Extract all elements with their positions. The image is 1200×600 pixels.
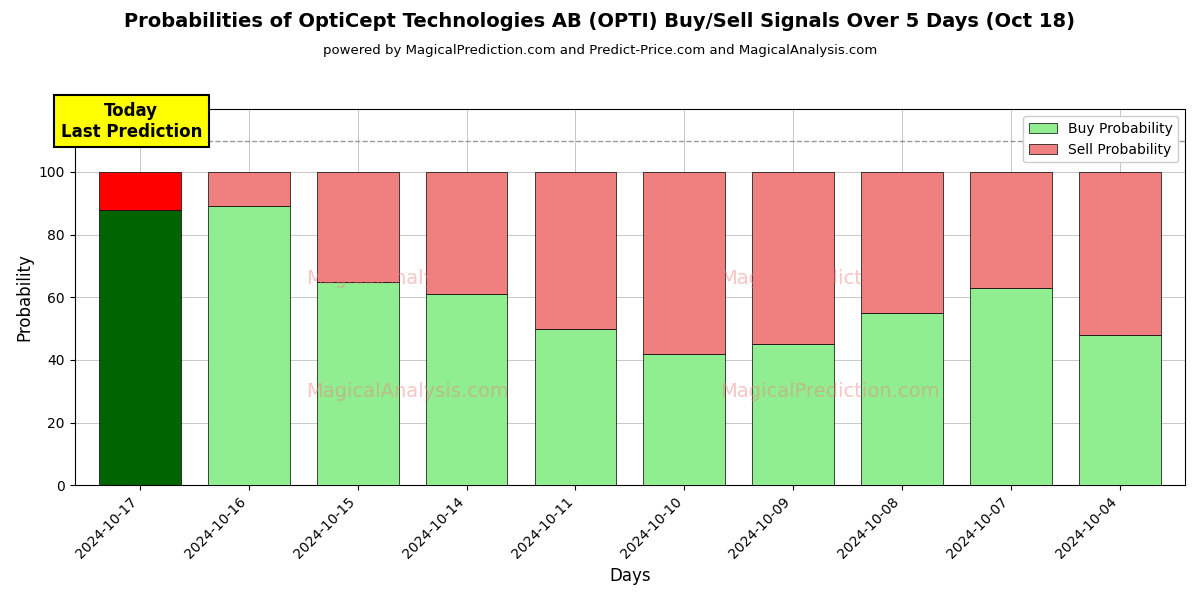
Bar <box>208 172 289 206</box>
Bar <box>752 344 834 485</box>
Bar <box>1079 335 1160 485</box>
Bar <box>426 294 508 485</box>
Text: Today
Last Prediction: Today Last Prediction <box>60 102 202 140</box>
Text: MagicalAnalysis.com: MagicalAnalysis.com <box>306 382 509 401</box>
Text: MagicalPrediction.com: MagicalPrediction.com <box>720 382 940 401</box>
Bar <box>643 353 725 485</box>
Text: powered by MagicalPrediction.com and Predict-Price.com and MagicalAnalysis.com: powered by MagicalPrediction.com and Pre… <box>323 44 877 57</box>
Bar <box>534 172 617 329</box>
Text: MagicalAnalysis.com: MagicalAnalysis.com <box>306 269 509 288</box>
X-axis label: Days: Days <box>610 567 650 585</box>
Legend: Buy Probability, Sell Probability: Buy Probability, Sell Probability <box>1024 116 1178 162</box>
Bar <box>862 313 943 485</box>
Text: Probabilities of OptiCept Technologies AB (OPTI) Buy/Sell Signals Over 5 Days (O: Probabilities of OptiCept Technologies A… <box>125 12 1075 31</box>
Bar <box>1079 172 1160 335</box>
Bar <box>317 281 398 485</box>
Bar <box>970 172 1051 288</box>
Bar <box>208 206 289 485</box>
Bar <box>100 209 181 485</box>
Text: MagicalPrediction.com: MagicalPrediction.com <box>720 269 940 288</box>
Bar <box>534 329 617 485</box>
Bar <box>862 172 943 313</box>
Bar <box>752 172 834 344</box>
Bar <box>643 172 725 353</box>
Y-axis label: Probability: Probability <box>16 253 34 341</box>
Bar <box>970 288 1051 485</box>
Bar <box>100 172 181 209</box>
Bar <box>426 172 508 294</box>
Bar <box>317 172 398 281</box>
